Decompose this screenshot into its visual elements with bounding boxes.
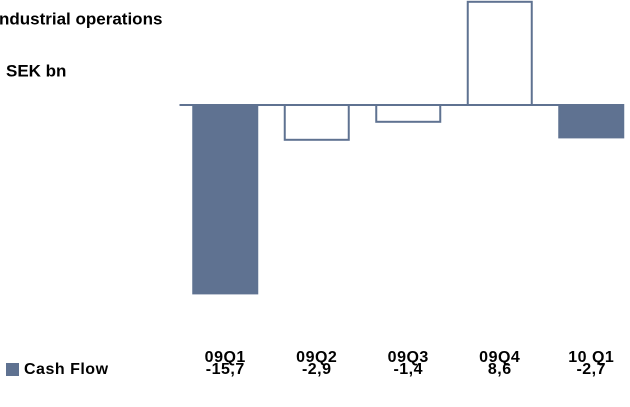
x-tick-label: 10 Q1 bbox=[568, 349, 614, 366]
unit-label: SEK bn bbox=[6, 61, 66, 80]
data-label: -2,9 bbox=[302, 361, 332, 378]
legend-label: Cash Flow bbox=[24, 361, 109, 378]
x-tick-label: 09Q3 bbox=[388, 349, 429, 366]
bar bbox=[466, 0, 533, 106]
data-label: -2,7 bbox=[576, 361, 606, 378]
legend-swatch bbox=[6, 363, 19, 376]
data-label: 8,6 bbox=[488, 361, 512, 378]
x-tick-label: 09Q1 bbox=[205, 349, 246, 366]
bar bbox=[283, 104, 350, 141]
bar bbox=[192, 104, 259, 295]
data-label: -15,7 bbox=[206, 361, 245, 378]
chart-subtitle: ndustrial operations bbox=[0, 9, 162, 28]
bar bbox=[375, 104, 442, 123]
data-label: -1,4 bbox=[393, 361, 423, 378]
bar bbox=[558, 104, 625, 139]
x-tick-label: 09Q2 bbox=[296, 349, 337, 366]
x-tick-label: 09Q4 bbox=[479, 349, 520, 366]
